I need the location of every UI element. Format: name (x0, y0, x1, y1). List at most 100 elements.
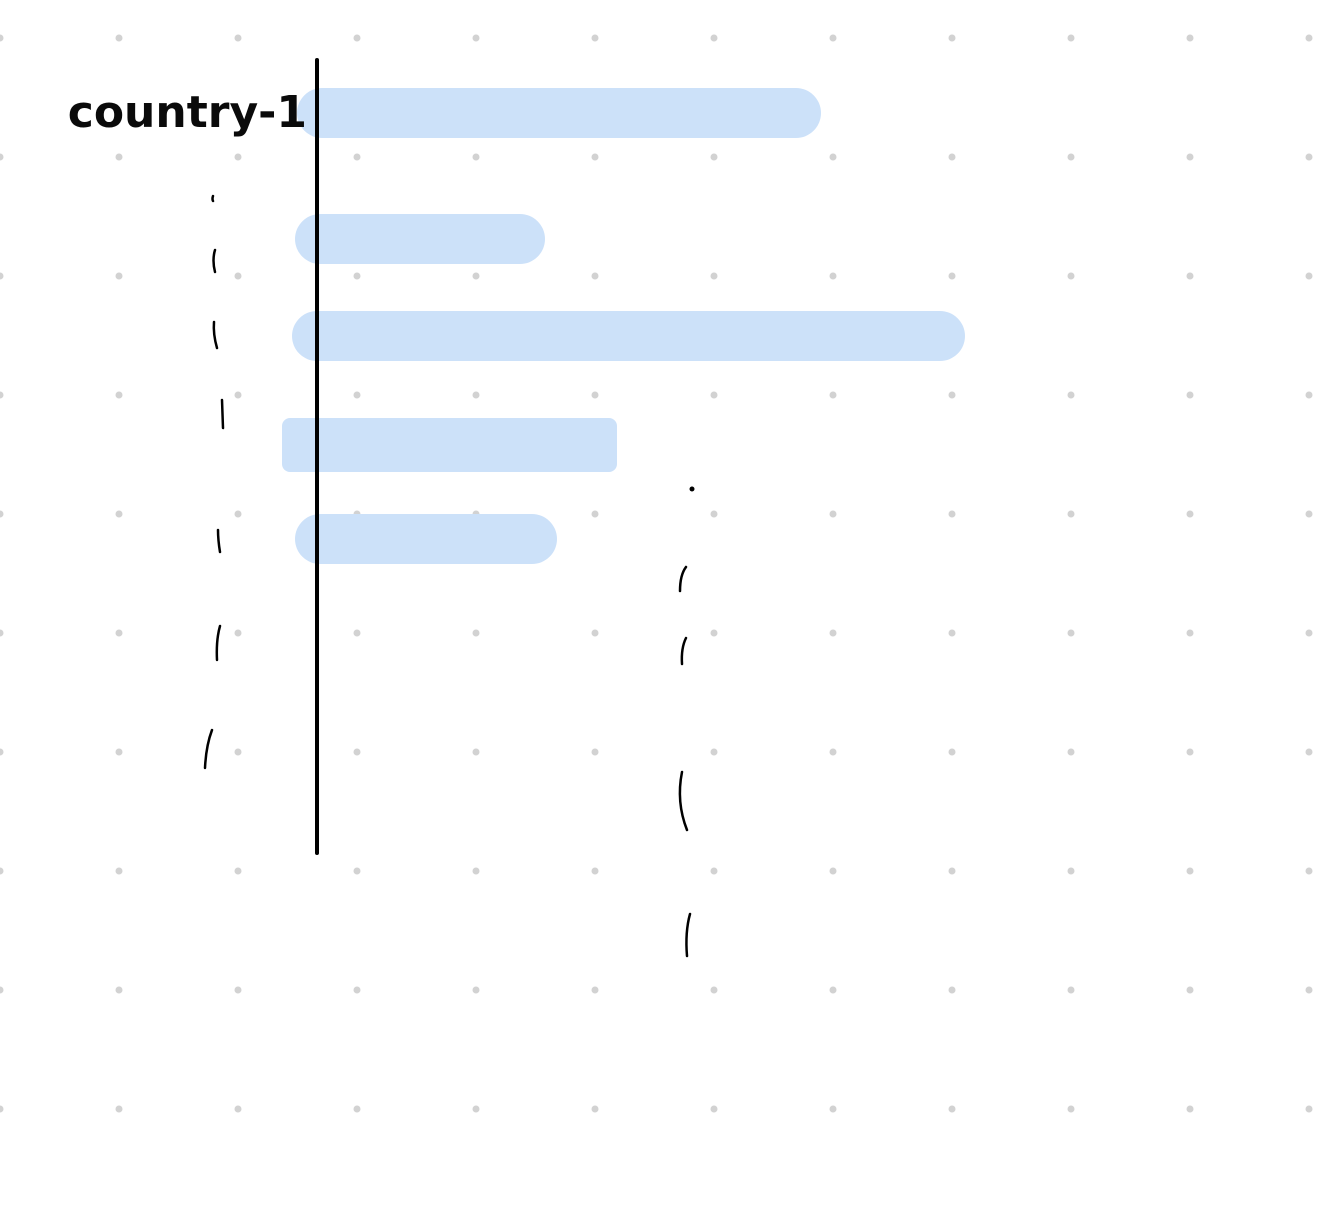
grid-dot (115, 510, 123, 518)
grid-dot (234, 391, 242, 399)
grid-dot (1067, 748, 1075, 756)
grid-dot (710, 629, 718, 637)
grid-dot (829, 1105, 837, 1113)
grid-dot (353, 629, 361, 637)
grid-dot (0, 748, 4, 756)
grid-dot (234, 1105, 242, 1113)
grid-dot (710, 153, 718, 161)
grid-dot (353, 748, 361, 756)
grid-dot (353, 391, 361, 399)
grid-dot (234, 986, 242, 994)
grid-dot (829, 629, 837, 637)
grid-dot (0, 510, 4, 518)
grid-dot (710, 510, 718, 518)
hand-stroke (216, 528, 222, 554)
grid-dot (1067, 272, 1075, 280)
grid-dot (948, 510, 956, 518)
grid-dot (1186, 391, 1194, 399)
grid-dot (1186, 34, 1194, 42)
grid-dot (234, 153, 242, 161)
bar-series (282, 88, 965, 564)
grid-dot (948, 867, 956, 875)
grid-dot (1067, 1105, 1075, 1113)
grid-dot (591, 867, 599, 875)
hand-stroke (678, 565, 688, 593)
category-label: country-1 (68, 87, 307, 138)
hand-stroke (203, 728, 214, 770)
grid-dot (472, 272, 480, 280)
grid-dot (1305, 629, 1313, 637)
grid-dot (1305, 867, 1313, 875)
grid-dot (1067, 629, 1075, 637)
grid-dot (1305, 153, 1313, 161)
grid-dot (472, 748, 480, 756)
grid-dot (829, 986, 837, 994)
hand-stroke (211, 194, 215, 203)
grid-dot (115, 1105, 123, 1113)
grid-dot (1305, 748, 1313, 756)
grid-dot (1186, 153, 1194, 161)
grid-dot (948, 986, 956, 994)
grid-dot (353, 34, 361, 42)
grid-dot (1305, 510, 1313, 518)
grid-dot (591, 629, 599, 637)
grid-dot (472, 34, 480, 42)
bar-3 (292, 311, 965, 361)
grid-dot (829, 272, 837, 280)
grid-dot (472, 867, 480, 875)
grid-dot (0, 34, 4, 42)
grid-dot (948, 272, 956, 280)
grid-dot (948, 748, 956, 756)
grid-dot (1067, 510, 1075, 518)
grid-dot (0, 391, 4, 399)
grid-dot (710, 391, 718, 399)
grid-dot (472, 153, 480, 161)
grid-dot (0, 153, 4, 161)
grid-dot (1186, 748, 1194, 756)
grid-dot (115, 867, 123, 875)
grid-dot (115, 272, 123, 280)
grid-dot (1067, 153, 1075, 161)
grid-dot (829, 867, 837, 875)
grid-dot (829, 153, 837, 161)
grid-dot (591, 986, 599, 994)
dot-grid (0, 34, 1313, 1113)
grid-dot (710, 1105, 718, 1113)
grid-dot (115, 391, 123, 399)
grid-dot (472, 986, 480, 994)
hand-dot (689, 486, 695, 492)
grid-dot (0, 272, 4, 280)
grid-dot (591, 34, 599, 42)
grid-dot (710, 34, 718, 42)
grid-dot (115, 629, 123, 637)
grid-dot (1186, 986, 1194, 994)
grid-dot (1186, 510, 1194, 518)
grid-dot (1305, 272, 1313, 280)
hand-stroke (680, 636, 688, 666)
grid-dot (948, 34, 956, 42)
grid-dot (1305, 1105, 1313, 1113)
grid-dot (1305, 391, 1313, 399)
hand-stroke (212, 248, 217, 274)
hand-stroke (212, 320, 219, 350)
grid-dot (591, 510, 599, 518)
grid-dot (710, 867, 718, 875)
grid-dot (948, 629, 956, 637)
hand-stroke (215, 624, 222, 662)
grid-dot (1305, 986, 1313, 994)
hand-drawn-bar-chart: country-1 (68, 58, 965, 958)
grid-dot (234, 272, 242, 280)
category-labels: country-1 (68, 87, 307, 138)
grid-dot (1067, 867, 1075, 875)
grid-dot (353, 272, 361, 280)
grid-dot (591, 748, 599, 756)
grid-dot (353, 986, 361, 994)
grid-dot (710, 748, 718, 756)
hand-stroke (220, 398, 225, 430)
grid-dot (0, 867, 4, 875)
grid-dot (591, 1105, 599, 1113)
grid-dot (472, 629, 480, 637)
grid-dot (1186, 1105, 1194, 1113)
